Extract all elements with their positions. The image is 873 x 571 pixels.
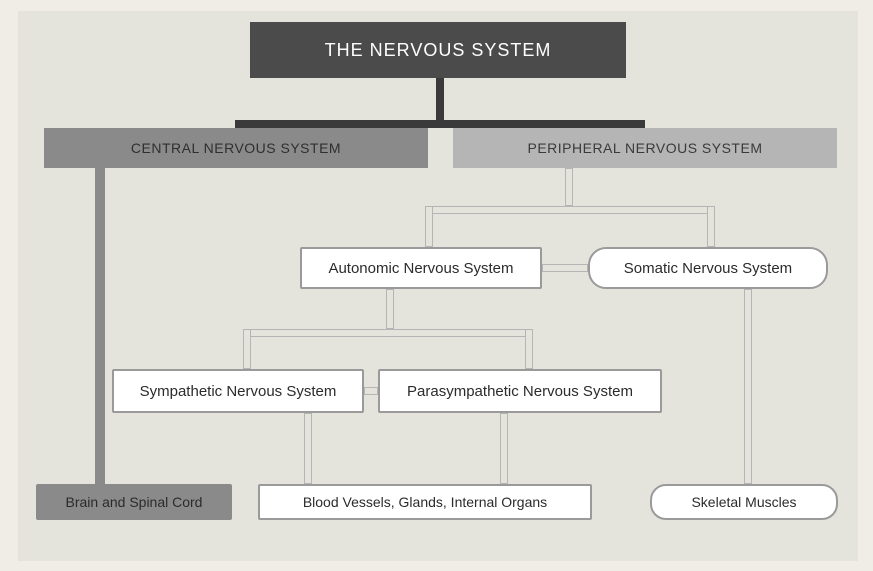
connector-auto-to-symp xyxy=(243,329,251,369)
node-cns: CENTRAL NERVOUS SYSTEM xyxy=(44,128,428,168)
connector-symp-down xyxy=(304,413,312,484)
connector-para-down xyxy=(500,413,508,484)
connector-symp-para-h xyxy=(364,387,378,395)
connector-pns-to-somatic xyxy=(707,206,715,247)
node-pns-label: PERIPHERAL NERVOUS SYSTEM xyxy=(527,140,762,156)
node-sympathetic-label: Sympathetic Nervous System xyxy=(140,383,337,400)
node-skeletal-label: Skeletal Muscles xyxy=(691,494,796,510)
connector-root-horiz xyxy=(235,120,645,128)
node-brain-spinal: Brain and Spinal Cord xyxy=(36,484,232,520)
connector-auto-horiz xyxy=(243,329,533,337)
connector-auto-to-parasymp xyxy=(525,329,533,369)
node-blood-glands-label: Blood Vessels, Glands, Internal Organs xyxy=(303,494,547,510)
connector-pns-horiz xyxy=(425,206,715,214)
node-autonomic-label: Autonomic Nervous System xyxy=(328,260,513,277)
node-brain-spinal-label: Brain and Spinal Cord xyxy=(66,494,203,510)
node-sympathetic: Sympathetic Nervous System xyxy=(112,369,364,413)
connector-auto-somatic-h xyxy=(542,264,588,272)
node-parasympathetic-label: Parasympathetic Nervous System xyxy=(407,383,633,400)
node-somatic: Somatic Nervous System xyxy=(588,247,828,289)
node-blood-glands: Blood Vessels, Glands, Internal Organs xyxy=(258,484,592,520)
node-autonomic: Autonomic Nervous System xyxy=(300,247,542,289)
connector-auto-down xyxy=(386,289,394,329)
node-root: THE NERVOUS SYSTEM xyxy=(250,22,626,78)
node-cns-label: CENTRAL NERVOUS SYSTEM xyxy=(131,140,341,156)
node-pns: PERIPHERAL NERVOUS SYSTEM xyxy=(453,128,837,168)
node-parasympathetic: Parasympathetic Nervous System xyxy=(378,369,662,413)
connector-pns-to-auto xyxy=(425,206,433,247)
connector-cns-down xyxy=(95,168,105,484)
connector-somatic-down xyxy=(744,289,752,484)
node-somatic-label: Somatic Nervous System xyxy=(624,260,792,277)
connector-pns-down xyxy=(565,168,573,206)
node-skeletal: Skeletal Muscles xyxy=(650,484,838,520)
node-root-label: THE NERVOUS SYSTEM xyxy=(325,40,552,61)
